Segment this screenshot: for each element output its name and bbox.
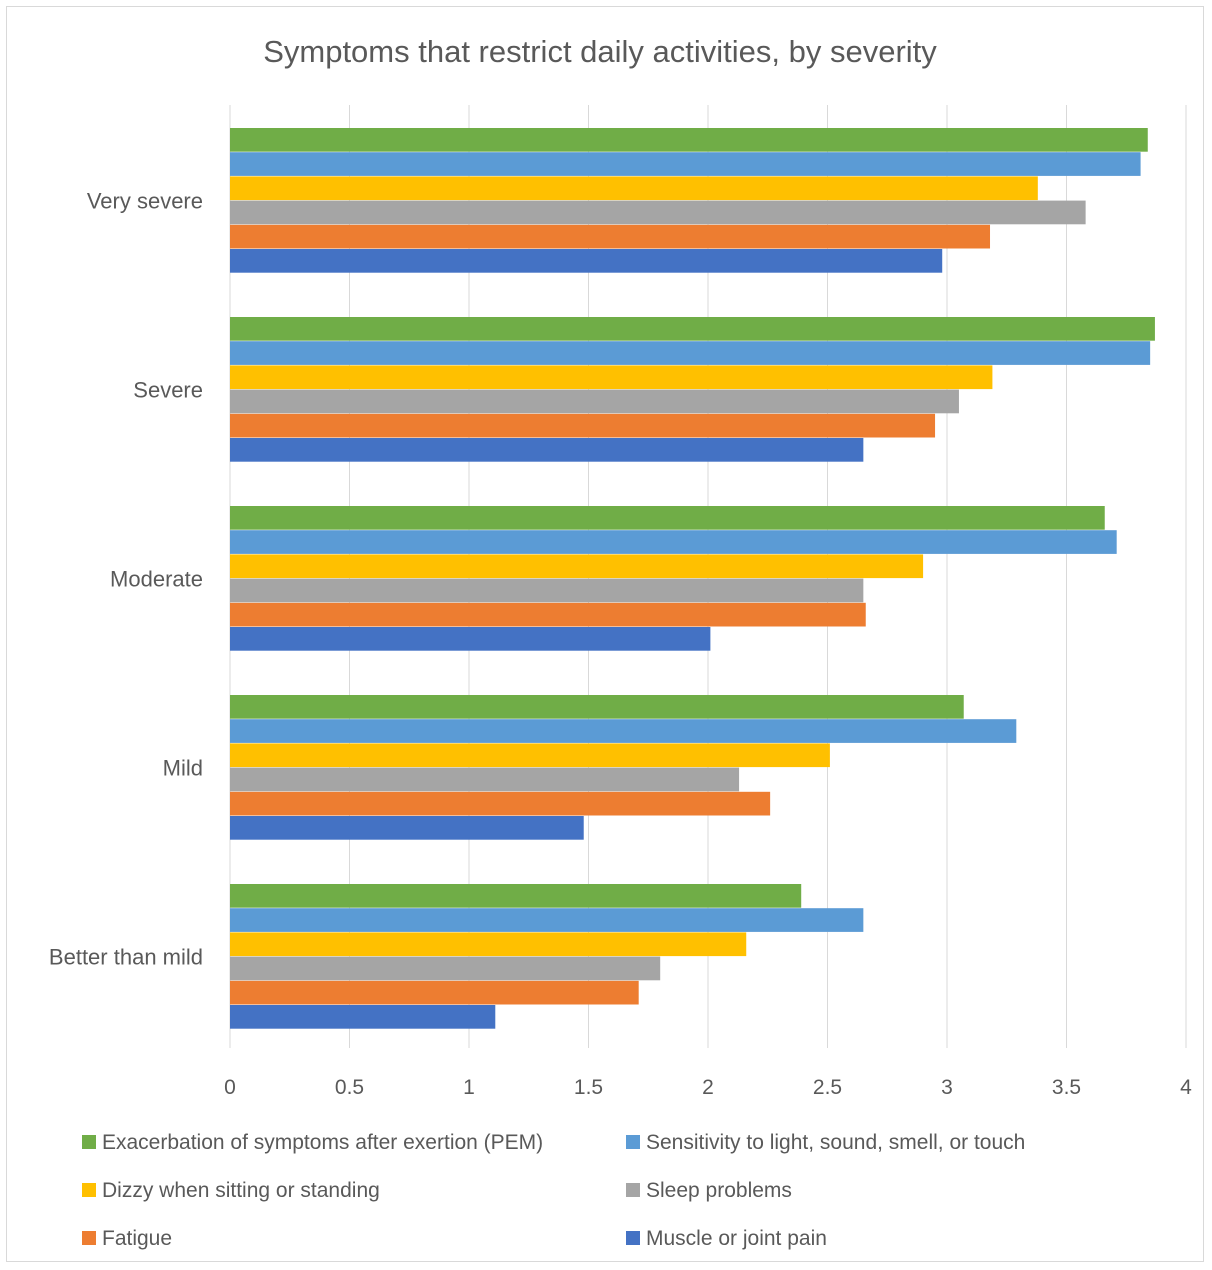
bar [230, 980, 639, 1005]
legend-label: Exacerbation of symptoms after exertion … [102, 1131, 543, 1154]
legend: Exacerbation of symptoms after exertion … [82, 1131, 1025, 1250]
bar [230, 627, 711, 651]
bars [230, 128, 1155, 1029]
bar [230, 506, 1105, 530]
bar [230, 200, 1086, 225]
legend-swatch [626, 1183, 640, 1197]
bar [230, 176, 1038, 201]
bar [230, 554, 924, 579]
bar [230, 413, 936, 438]
legend-item: Sensitivity to light, sound, smell, or t… [626, 1131, 1025, 1154]
legend-label: Fatigue [102, 1227, 172, 1250]
category-label: Severe [133, 378, 203, 403]
bar [230, 956, 661, 981]
legend-swatch [82, 1135, 96, 1149]
legend-swatch [626, 1135, 640, 1149]
x-axis-ticks: 0 0.5 1 1.5 2 2.5 3 3.5 4 [224, 1076, 1192, 1099]
bar [230, 317, 1155, 341]
bar [230, 743, 830, 768]
bar [230, 152, 1141, 176]
bar [230, 767, 740, 792]
bar [230, 128, 1148, 152]
legend-label: Muscle or joint pain [646, 1227, 827, 1250]
bar [230, 791, 771, 816]
bar [230, 530, 1117, 554]
category-label: Mild [163, 756, 203, 781]
bar [230, 1005, 496, 1029]
bar [230, 341, 1151, 365]
legend-item: Sleep problems [626, 1179, 792, 1202]
category-label: Moderate [110, 567, 203, 592]
x-tick-label: 4 [1180, 1076, 1192, 1099]
legend-swatch [626, 1231, 640, 1245]
legend-item: Dizzy when sitting or standing [82, 1179, 380, 1202]
bar [230, 602, 866, 627]
bar [230, 719, 1017, 743]
bar [230, 816, 584, 840]
bar [230, 695, 964, 719]
legend-label: Dizzy when sitting or standing [102, 1179, 380, 1202]
bar [230, 365, 993, 390]
legend-label: Sensitivity to light, sound, smell, or t… [646, 1131, 1025, 1154]
bar [230, 908, 864, 932]
bar [230, 249, 943, 273]
x-tick-label: 3.5 [1052, 1076, 1081, 1099]
legend-swatch [82, 1231, 96, 1245]
bar [230, 438, 864, 462]
x-tick-label: 0 [224, 1076, 236, 1099]
x-tick-label: 1 [463, 1076, 475, 1099]
category-labels: Very severe Severe Moderate Mild Better than… [49, 189, 203, 970]
x-tick-label: 3 [941, 1076, 953, 1099]
bar [230, 578, 864, 603]
legend-item: Muscle or joint pain [626, 1227, 827, 1250]
bar [230, 224, 991, 249]
bar [230, 389, 959, 414]
legend-item: Fatigue [82, 1227, 172, 1250]
x-tick-label: 0.5 [335, 1076, 364, 1099]
chart-title: Symptoms that restrict daily activities,… [263, 34, 937, 69]
category-label: Very severe [87, 189, 203, 214]
legend-label: Sleep problems [646, 1179, 792, 1202]
bar [230, 884, 802, 908]
x-tick-label: 2.5 [813, 1076, 842, 1099]
x-tick-label: 2 [702, 1076, 714, 1099]
bar [230, 932, 747, 957]
legend-item: Exacerbation of symptoms after exertion … [82, 1131, 543, 1154]
x-tick-label: 1.5 [574, 1076, 603, 1099]
legend-swatch [82, 1183, 96, 1197]
category-label: Better than mild [49, 945, 203, 970]
